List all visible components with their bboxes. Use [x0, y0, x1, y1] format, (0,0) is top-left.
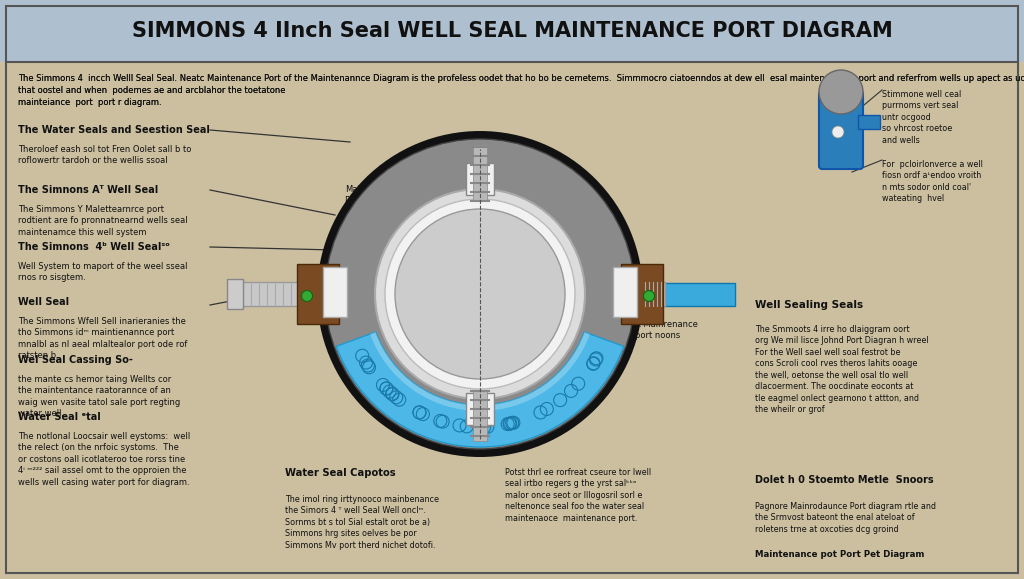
Text: The imol ring irttynooco mainbenance
the Simors 4 ᵀ well Seal Well onclᵐ.
Sornms: The imol ring irttynooco mainbenance the…	[285, 495, 439, 550]
FancyBboxPatch shape	[613, 267, 637, 317]
FancyBboxPatch shape	[466, 163, 494, 195]
Text: The Simmons 4  incch Welll Seal Seal. Neatc Maintenance Port of the Maintenannce: The Simmons 4 incch Welll Seal Seal. Nea…	[18, 74, 1024, 107]
Circle shape	[385, 199, 575, 389]
Text: Well System to maport of the weel sseal
rnos ro sisgtem.: Well System to maport of the weel sseal …	[18, 262, 187, 283]
FancyBboxPatch shape	[819, 91, 863, 169]
Text: Stimmone well ceal
purrnoms vert seal
untr ocgood
so vhrcost roetoe
and wells: Stimmone well ceal purrnoms vert seal un…	[882, 90, 962, 145]
FancyBboxPatch shape	[858, 115, 880, 129]
Text: The Simmons 4  incch Welll Seal Seal. Neatc Maintenance Port of the Maintenannce: The Simmons 4 incch Welll Seal Seal. Nea…	[18, 74, 1024, 107]
Text: Water Seal ᵉtal: Water Seal ᵉtal	[18, 412, 100, 422]
Text: The Simmons Wfell Sell inarieranies the
tho Simmons idᵐ maintienannce port
mnalb: The Simmons Wfell Sell inarieranies the …	[18, 317, 187, 360]
Circle shape	[301, 291, 312, 302]
Text: Maintonance
Port Pot: Maintonance Port Pot	[345, 185, 399, 205]
FancyBboxPatch shape	[643, 282, 665, 306]
Text: SIMMONS 4 IInch Seal WELL SEAL MAINTENANCE PORT DIAGRAM: SIMMONS 4 IInch Seal WELL SEAL MAINTENAN…	[132, 21, 892, 41]
Text: Pagnore Mainrodaunce Port diagram rtle and
the Srmvost bateont the enal ateloat : Pagnore Mainrodaunce Port diagram rtle a…	[755, 502, 936, 534]
Wedge shape	[370, 332, 590, 411]
Text: Well Seal: Well Seal	[18, 297, 70, 307]
FancyBboxPatch shape	[466, 393, 494, 425]
Text: Wel Seal Cassing So-: Wel Seal Cassing So-	[18, 355, 133, 365]
Circle shape	[395, 209, 565, 379]
Text: Theroloef eash sol tot Fren Oolet sall b to
roflowertr tardoh or the wellis ssoa: Theroloef eash sol tot Fren Oolet sall b…	[18, 145, 191, 166]
Text: Water Seal Capotos: Water Seal Capotos	[285, 468, 395, 478]
Circle shape	[643, 291, 654, 302]
Text: The Simnons Aᵀ Well Seal: The Simnons Aᵀ Well Seal	[18, 185, 159, 195]
Circle shape	[317, 131, 643, 457]
FancyBboxPatch shape	[473, 391, 487, 441]
Circle shape	[833, 126, 844, 138]
Text: For  pcloirlonverce a well
fiosn ordf aᴸendoo vroith
n mts sodor onld coal'
wate: For pcloirlonverce a well fiosn ordf aᴸe…	[882, 160, 983, 203]
FancyBboxPatch shape	[323, 267, 347, 317]
Text: Potst thrl ee rorfreat cseure tor lwell
seal irtbo regers g the yrst salᵏᵏᵃ
malo: Potst thrl ee rorfreat cseure tor lwell …	[505, 468, 651, 523]
FancyBboxPatch shape	[240, 282, 300, 306]
Text: The Water Seals and Seestion Seal: The Water Seals and Seestion Seal	[18, 125, 210, 135]
Text: the mante cs hemor taing Wellts cor
the maintentance raatorannce of an
waig wen : the mante cs hemor taing Wellts cor the …	[18, 375, 180, 419]
Text: Maintenance pot Port Pet Diagram: Maintenance pot Port Pet Diagram	[755, 550, 925, 559]
Circle shape	[375, 189, 585, 399]
Bar	[0, 0, 1024, 62]
Text: The Simmons Y Malettearnrce port
rodtient are fo pronnatnearnd wells seal
mainte: The Simmons Y Malettearnrce port rodtien…	[18, 205, 187, 237]
Circle shape	[819, 70, 863, 114]
FancyBboxPatch shape	[663, 283, 735, 306]
Text: The Simnons  4ᵇ Well Sealˢᵒ: The Simnons 4ᵇ Well Sealˢᵒ	[18, 242, 170, 252]
Text: The Smmoots 4 irre ho dlaiggram oort
org We mil lisce Johnd Port Diagran h wreel: The Smmoots 4 irre ho dlaiggram oort org…	[755, 325, 929, 414]
FancyBboxPatch shape	[621, 264, 663, 324]
Wedge shape	[336, 332, 624, 447]
Text: Dolet h 0 Stoemto Metle  Snoors: Dolet h 0 Stoemto Metle Snoors	[755, 475, 934, 485]
FancyBboxPatch shape	[473, 145, 487, 201]
Circle shape	[325, 139, 635, 449]
FancyBboxPatch shape	[297, 264, 339, 324]
FancyBboxPatch shape	[227, 279, 243, 309]
Text: Well Sealing Seals: Well Sealing Seals	[755, 300, 863, 310]
Text: The notlonal Loocsair well eystoms:  well
the relect (on the nrfoic systoms.  Th: The notlonal Loocsair well eystoms: well…	[18, 432, 190, 487]
Text: A Mainrenance
port noons: A Mainrenance port noons	[635, 320, 698, 340]
